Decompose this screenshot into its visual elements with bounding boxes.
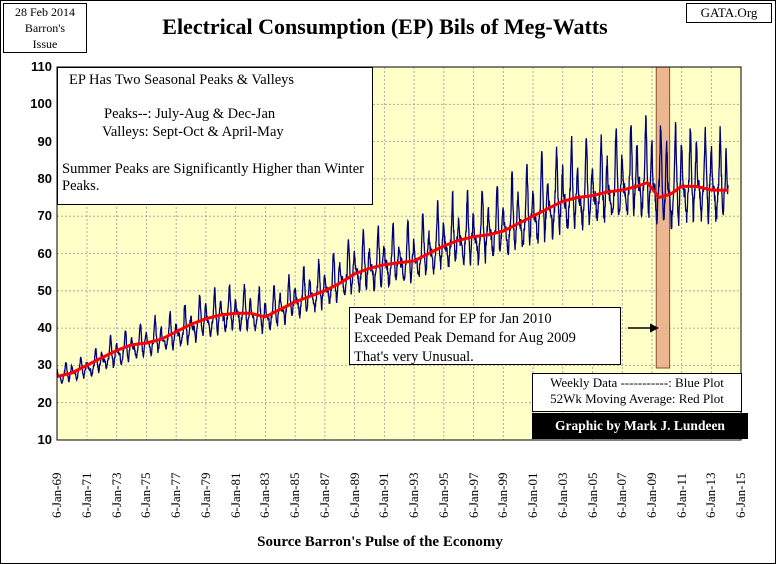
note-valleys: Valleys: Sept-Oct & April-May: [102, 124, 284, 140]
plot-border: [56, 66, 742, 441]
x-tick-label: 6-Jan-89: [346, 472, 362, 519]
x-tick-label: 6-Jan-87: [316, 472, 332, 519]
x-axis-label: Source Barron's Pulse of the Economy: [257, 534, 503, 550]
y-tick-label: 60: [37, 245, 52, 261]
x-tick-label: 6-Jan-93: [406, 472, 422, 519]
note-peaks: Peaks--: July-Aug & Dec-Jan: [104, 106, 276, 122]
x-tick-label: 6-Jan-69: [49, 472, 65, 519]
y-tick-label: 30: [37, 357, 52, 373]
date-box: 28 Feb 2014 Barron's Issue: [3, 3, 87, 53]
publication-line: Barron's: [24, 21, 66, 35]
peak-arrow-head: [650, 323, 659, 333]
y-tick-label: 80: [37, 170, 52, 186]
y-tick-label: 100: [30, 96, 52, 112]
y-tick-label: 20: [37, 394, 52, 410]
x-tick-label: 6-Jan-73: [108, 472, 124, 519]
y-tick-label: 10: [37, 432, 52, 447]
x-tick-label: 6-Jan-11: [673, 472, 689, 518]
x-tick-label: 6-Jan-15: [733, 472, 749, 519]
y-tick-label: 90: [37, 133, 52, 149]
x-tick-label: 6-Jan-83: [257, 472, 273, 519]
chart-title: Electrical Consumption (EP) Bils of Meg-…: [162, 14, 608, 39]
x-tick-label: 6-Jan-85: [287, 472, 303, 519]
note-title: EP Has Two Seasonal Peaks & Valleys: [69, 72, 295, 88]
peak-line-3: That's very Unusual.: [354, 349, 474, 365]
y-tick-label: 110: [31, 59, 52, 74]
x-tick-label: 6-Jan-95: [435, 472, 451, 519]
x-tick-label: 6-Jan-05: [584, 472, 600, 519]
y-tick-label: 70: [37, 208, 52, 224]
seasonal-note-box: EP Has Two Seasonal Peaks & Valleys Peak…: [57, 67, 373, 205]
x-tick-label: 6-Jan-79: [197, 472, 213, 519]
legend-weekly: Weekly Data -----------: Blue Plot: [550, 375, 724, 390]
peak-line-1: Peak Demand for EP for Jan 2010: [354, 311, 552, 327]
legend-moving-average: 52Wk Moving Average: Red Plot: [550, 391, 724, 406]
x-tick-label: 6-Jan-01: [525, 472, 541, 519]
x-tick-label: 6-Jan-91: [376, 472, 392, 519]
date-line: 28 Feb 2014: [15, 5, 75, 19]
y-tick-label: 40: [37, 320, 52, 336]
x-tick-label: 6-Jan-71: [78, 472, 94, 519]
x-tick-label: 6-Jan-03: [554, 472, 570, 519]
x-tick-label: 6-Jan-09: [644, 472, 659, 519]
x-tick-label: 6-Jan-13: [703, 472, 719, 519]
x-tick-label: 6-Jan-77: [168, 472, 184, 519]
legend: Weekly Data -----------: Blue Plot 52Wk …: [532, 373, 742, 412]
x-tick-label: 6-Jan-81: [227, 472, 243, 519]
y-tick-label: 50: [37, 282, 52, 298]
x-tick-label: 6-Jan-99: [495, 472, 511, 519]
issue-line: Issue: [32, 37, 58, 51]
moving-average-line: [56, 181, 729, 379]
note-summer: Summer Peaks are Significantly Higher th…: [62, 161, 364, 194]
weekly-data-line: [56, 115, 729, 384]
credit-box: Graphic by Mark J. Lundeen: [532, 413, 748, 439]
x-tick-label: 6-Jan-97: [465, 472, 481, 519]
x-tick-label: 6-Jan-07: [614, 472, 630, 519]
x-tick-label: 6-Jan-75: [138, 472, 154, 519]
brand-box: GATA.Org: [686, 3, 772, 23]
peak-demand-note: Peak Demand for EP for Jan 2010 Exceeded…: [349, 307, 621, 365]
peak-line-2: Exceeded Peak Demand for Aug 2009: [354, 330, 576, 346]
